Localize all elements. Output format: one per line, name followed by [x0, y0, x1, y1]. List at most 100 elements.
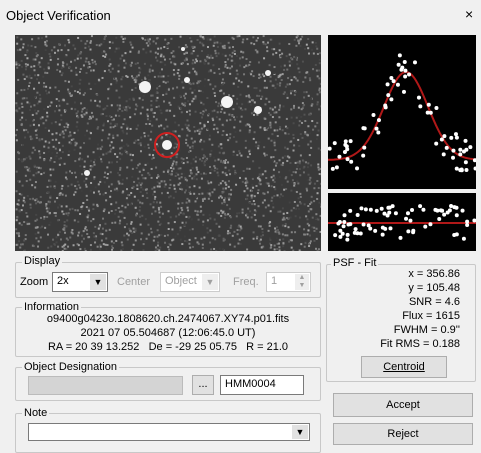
- noise: [156, 106, 158, 108]
- noise: [202, 44, 204, 46]
- noise: [274, 245, 276, 247]
- center-select[interactable]: Object▼: [160, 272, 220, 292]
- noise: [55, 215, 57, 217]
- noise: [183, 53, 185, 55]
- noise: [37, 110, 39, 112]
- noise: [119, 211, 121, 213]
- noise: [215, 52, 217, 54]
- noise: [307, 229, 309, 231]
- browse-button[interactable]: ...: [192, 375, 214, 395]
- reject-button[interactable]: Reject: [333, 423, 473, 445]
- noise: [50, 245, 52, 247]
- noise: [29, 82, 31, 84]
- noise: [168, 210, 170, 212]
- noise: [83, 142, 85, 144]
- noise: [113, 242, 115, 244]
- noise: [61, 185, 63, 187]
- residual-point: [356, 213, 360, 217]
- noise: [49, 212, 51, 214]
- noise: [254, 87, 256, 89]
- noise: [292, 250, 294, 251]
- noise: [112, 42, 114, 44]
- noise: [315, 64, 317, 66]
- noise: [135, 87, 137, 89]
- noise: [253, 75, 255, 77]
- noise: [195, 72, 197, 74]
- designation-input[interactable]: HMM0004: [220, 375, 304, 395]
- residual-point: [348, 222, 352, 226]
- noise: [122, 123, 124, 125]
- zoom-select[interactable]: 2x▼: [52, 272, 108, 292]
- noise: [201, 116, 203, 118]
- noise: [243, 66, 245, 68]
- residual-point: [452, 233, 456, 237]
- noise: [139, 171, 141, 173]
- noise: [221, 134, 223, 136]
- noise: [129, 107, 131, 109]
- noise: [228, 186, 230, 188]
- noise: [44, 41, 46, 43]
- residual-point: [411, 230, 415, 234]
- noise: [242, 51, 244, 53]
- noise: [234, 173, 236, 175]
- noise: [102, 193, 104, 195]
- noise: [108, 161, 110, 163]
- noise: [64, 224, 66, 226]
- noise: [279, 211, 281, 213]
- noise: [64, 244, 66, 246]
- noise: [199, 131, 201, 133]
- noise: [203, 103, 205, 105]
- noise: [28, 76, 30, 78]
- noise: [235, 141, 237, 143]
- noise: [79, 187, 81, 189]
- centroid-button[interactable]: Centroid: [361, 356, 447, 378]
- noise: [119, 147, 121, 149]
- noise: [181, 176, 183, 178]
- noise: [253, 43, 255, 45]
- noise: [300, 116, 302, 118]
- noise: [189, 110, 191, 112]
- noise: [71, 172, 73, 174]
- noise: [253, 238, 255, 240]
- noise: [164, 59, 166, 61]
- noise: [253, 138, 255, 140]
- note-select[interactable]: ▼: [28, 423, 310, 441]
- accept-button[interactable]: Accept: [333, 393, 473, 417]
- noise: [140, 238, 142, 240]
- noise: [132, 47, 134, 49]
- noise: [307, 223, 309, 225]
- noise: [306, 179, 308, 181]
- noise: [130, 223, 132, 225]
- noise: [45, 119, 47, 121]
- noise: [79, 53, 81, 55]
- noise: [176, 156, 178, 158]
- noise: [170, 184, 172, 186]
- noise: [82, 170, 84, 172]
- noise: [204, 156, 206, 158]
- noise: [254, 195, 256, 197]
- noise: [48, 147, 50, 149]
- dialog: Object Verification × Display Zoom 2x▼ C…: [0, 0, 481, 441]
- noise: [253, 200, 255, 202]
- noise: [246, 38, 248, 40]
- designation-list[interactable]: [28, 376, 183, 395]
- noise: [109, 41, 111, 43]
- noise: [303, 228, 305, 230]
- noise: [174, 63, 176, 65]
- noise: [154, 210, 156, 212]
- noise: [77, 116, 79, 118]
- noise: [295, 171, 297, 173]
- noise: [212, 110, 214, 112]
- noise: [304, 203, 306, 205]
- noise: [86, 233, 88, 235]
- noise: [303, 96, 305, 98]
- noise: [160, 109, 162, 111]
- noise: [236, 154, 238, 156]
- noise: [186, 35, 188, 37]
- noise: [107, 120, 109, 122]
- noise: [122, 76, 124, 78]
- close-button[interactable]: ×: [465, 6, 473, 22]
- noise: [90, 190, 92, 192]
- sample-point: [417, 96, 421, 100]
- freq-spinner[interactable]: 1▲▼: [266, 272, 311, 292]
